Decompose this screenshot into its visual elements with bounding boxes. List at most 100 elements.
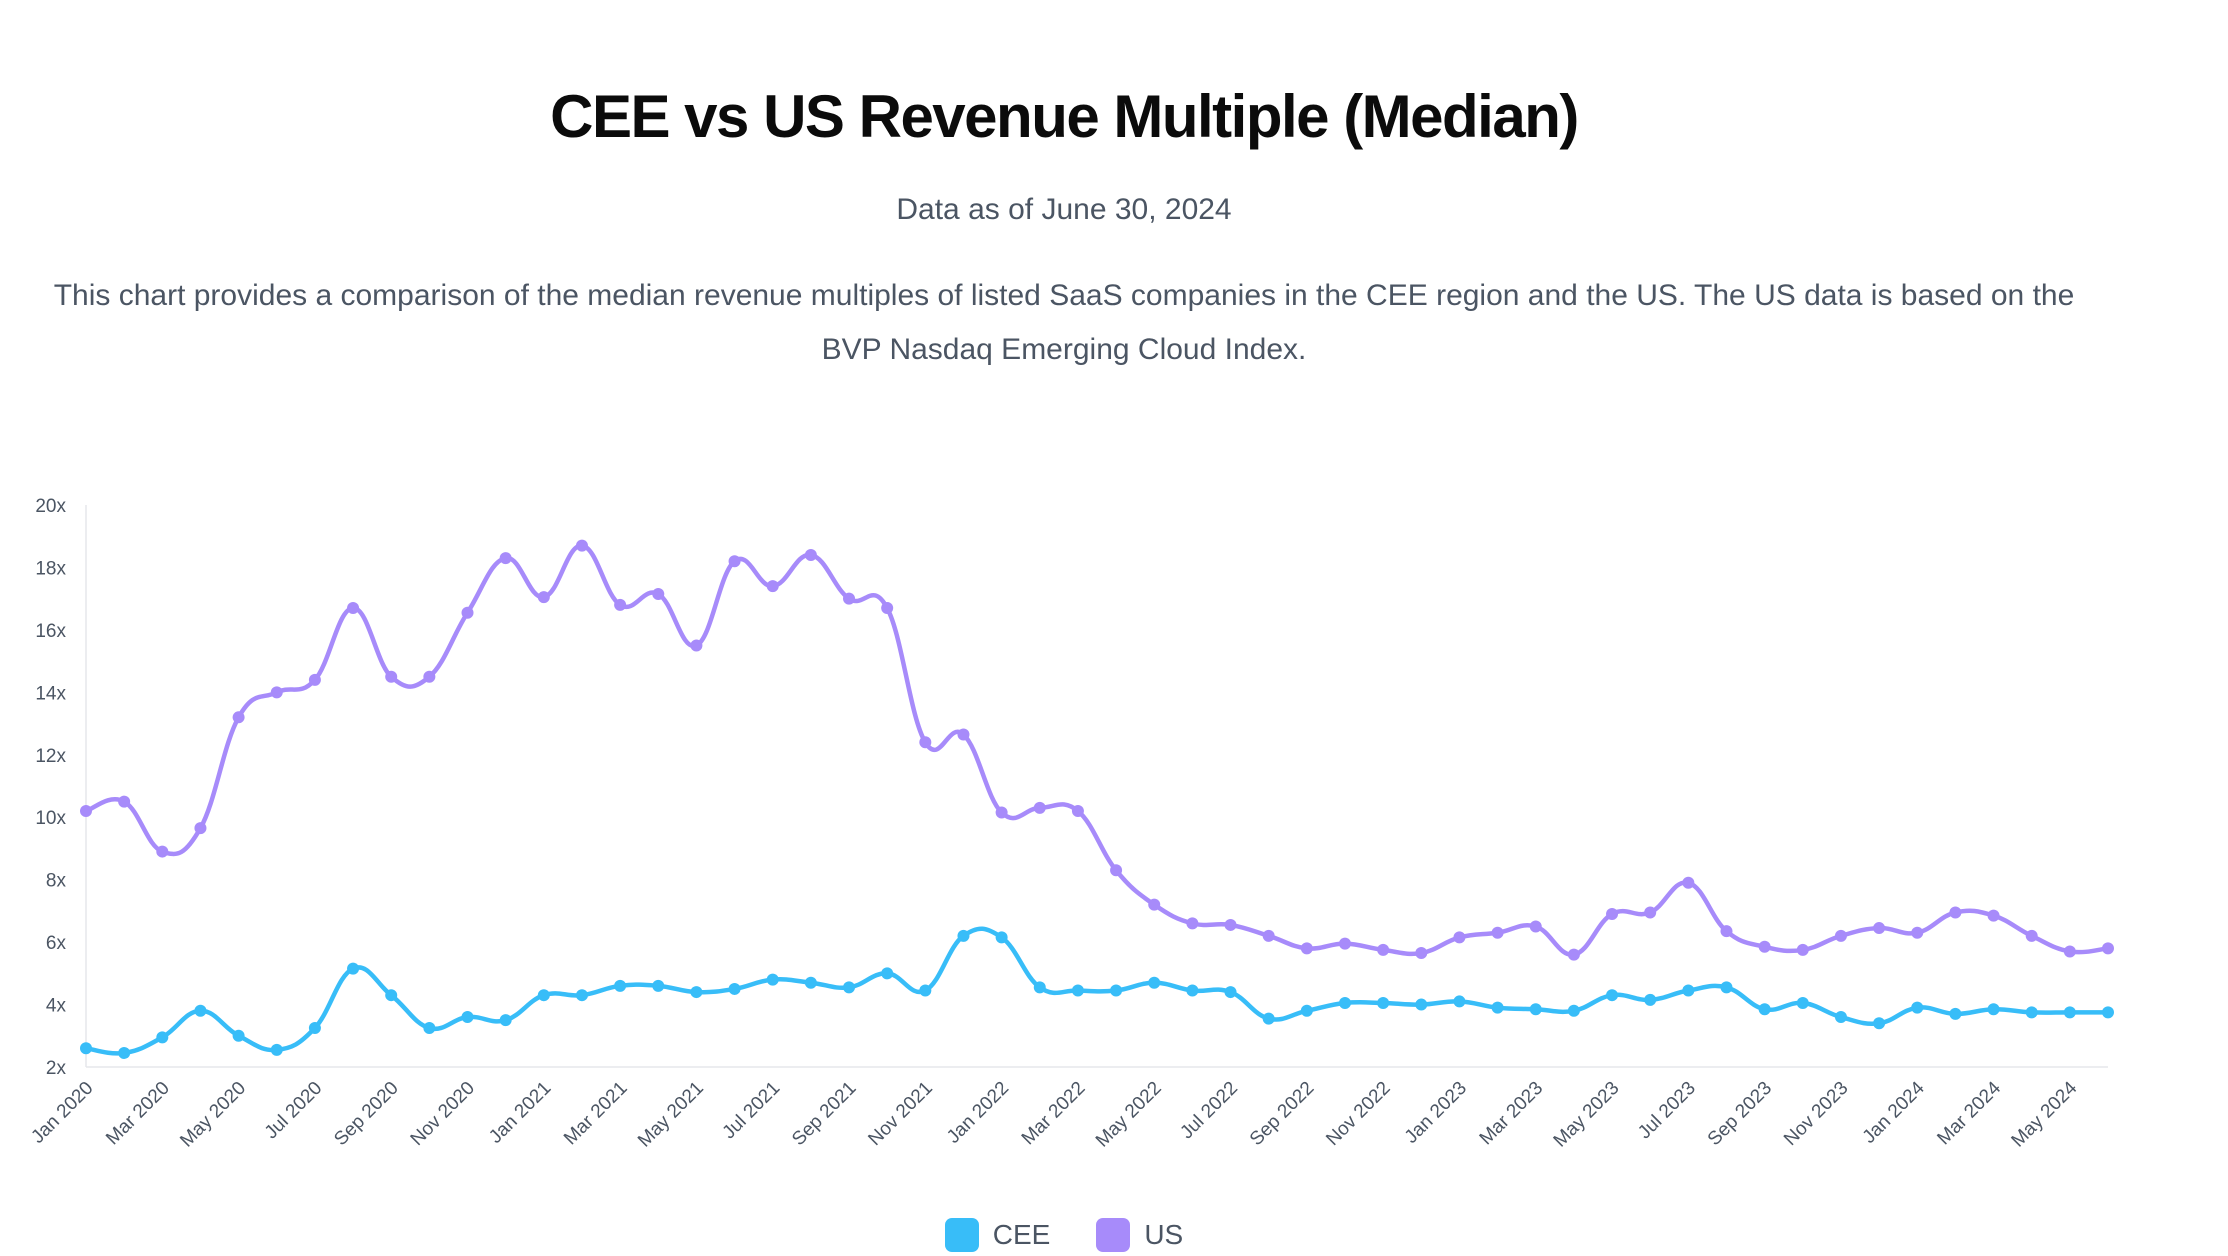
data-point-cee: [423, 1021, 436, 1034]
data-point-cee: [804, 976, 817, 989]
x-tick-label: Sep 2020: [330, 1078, 402, 1150]
legend-item-cee[interactable]: CEE: [944, 1218, 1050, 1252]
x-tick-label: Jan 2023: [1401, 1078, 1471, 1148]
legend-swatch-us: [1096, 1218, 1131, 1252]
data-point-cee: [1949, 1007, 1962, 1020]
data-point-cee: [499, 1014, 512, 1027]
y-tick-label: 8x: [46, 871, 67, 892]
x-tick-label: Sep 2023: [1704, 1078, 1776, 1150]
data-point-us: [1377, 943, 1390, 956]
data-point-cee: [80, 1042, 92, 1055]
data-point-us: [804, 548, 817, 561]
x-tick-label: Sep 2022: [1246, 1078, 1318, 1150]
data-point-us: [1300, 942, 1313, 955]
x-tick-label: Jul 2023: [1634, 1078, 1700, 1144]
data-point-cee: [461, 1011, 474, 1024]
data-point-cee: [766, 973, 779, 986]
x-tick-label: May 2024: [2008, 1077, 2082, 1151]
x-tick-label: May 2022: [1092, 1078, 1166, 1152]
data-point-cee: [1682, 984, 1695, 997]
data-point-us: [1987, 909, 2000, 922]
data-point-us: [1758, 940, 1771, 953]
chart-subtitle: Data as of June 30, 2024: [896, 193, 1232, 226]
data-point-cee: [1873, 1017, 1886, 1030]
chart-description: This chart provides a comparison of the …: [53, 279, 2075, 366]
data-point-us: [957, 728, 970, 741]
data-point-cee: [1491, 1001, 1504, 1014]
data-point-cee: [2025, 1006, 2038, 1019]
data-point-us: [347, 602, 360, 615]
data-point-us: [2025, 929, 2038, 942]
data-point-cee: [1377, 996, 1390, 1009]
data-point-us: [232, 711, 245, 724]
data-point-cee: [385, 989, 398, 1002]
x-tick-label: Jul 2022: [1176, 1078, 1242, 1144]
data-point-us: [766, 580, 779, 593]
data-point-us: [690, 639, 703, 652]
data-point-cee: [1834, 1011, 1847, 1024]
legend-swatch-cee: [944, 1218, 979, 1252]
data-point-us: [1567, 948, 1580, 961]
data-point-us: [1834, 929, 1847, 942]
data-point-cee: [1796, 996, 1809, 1009]
series-line-us: [83, 543, 2111, 957]
y-tick-label: 14x: [35, 683, 66, 704]
data-point-cee: [1224, 986, 1237, 999]
data-point-us: [461, 606, 474, 619]
data-point-cee: [1644, 993, 1657, 1006]
y-tick-label: 2x: [46, 1058, 67, 1079]
data-point-cee: [843, 981, 856, 994]
data-point-us: [1720, 925, 1733, 938]
data-point-us: [881, 602, 894, 615]
x-tick-label: Mar 2022: [1018, 1078, 1090, 1150]
data-point-us: [614, 598, 627, 611]
data-point-us: [2063, 945, 2076, 958]
data-point-cee: [1071, 984, 1084, 997]
data-point-cee: [1262, 1012, 1275, 1025]
x-tick-label: Nov 2020: [407, 1078, 479, 1150]
x-tick-label: Mar 2024: [1933, 1077, 2005, 1149]
data-point-cee: [347, 962, 360, 975]
y-tick-label: 18x: [35, 558, 66, 579]
data-point-cee: [1758, 1003, 1771, 1016]
data-point-cee: [728, 982, 741, 995]
data-point-us: [1338, 937, 1351, 950]
chart-title: CEE vs US Revenue Multiple (Median): [550, 83, 1579, 150]
y-tick-label: 20x: [35, 496, 66, 517]
data-point-cee: [194, 1004, 207, 1017]
data-point-us: [1682, 876, 1695, 889]
data-point-cee: [690, 986, 703, 999]
legend-label-us: US: [1144, 1219, 1184, 1250]
data-point-cee: [919, 984, 932, 997]
series-us: [80, 539, 2114, 961]
legend-item-us[interactable]: US: [1096, 1218, 1183, 1252]
data-point-cee: [1338, 996, 1351, 1009]
data-point-cee: [270, 1043, 283, 1056]
data-point-us: [423, 670, 436, 683]
x-tick-label: May 2021: [634, 1078, 708, 1152]
x-tick-label: Nov 2022: [1322, 1078, 1394, 1150]
x-axis: Jan 2020 Mar 2020 May 2020 Jul 2020 Sep 2020…: [27, 1066, 2108, 1152]
y-tick-label: 4x: [46, 996, 67, 1017]
x-tick-label: Nov 2021: [864, 1078, 936, 1150]
data-point-us: [1529, 920, 1542, 933]
series-group: [80, 539, 2114, 1059]
x-tick-label: Jan 2021: [485, 1078, 555, 1148]
data-point-cee: [1911, 1001, 1924, 1014]
data-point-us: [1148, 898, 1161, 911]
y-axis: 2x 4x 6x 8x 10x 12x 14x 16x 18x 20x: [35, 496, 87, 1079]
y-tick-label: 6x: [46, 933, 67, 954]
y-tick-label: 16x: [35, 621, 66, 642]
data-point-us: [1491, 926, 1504, 939]
data-point-cee: [308, 1021, 321, 1034]
data-point-us: [499, 552, 512, 565]
data-point-cee: [1186, 984, 1199, 997]
data-point-us: [1606, 908, 1619, 921]
y-tick-label: 10x: [35, 808, 66, 829]
data-point-cee: [1453, 995, 1466, 1008]
data-point-us: [1644, 906, 1657, 919]
series-cee: [80, 926, 2114, 1059]
data-point-cee: [156, 1031, 169, 1044]
data-point-us: [270, 686, 283, 699]
